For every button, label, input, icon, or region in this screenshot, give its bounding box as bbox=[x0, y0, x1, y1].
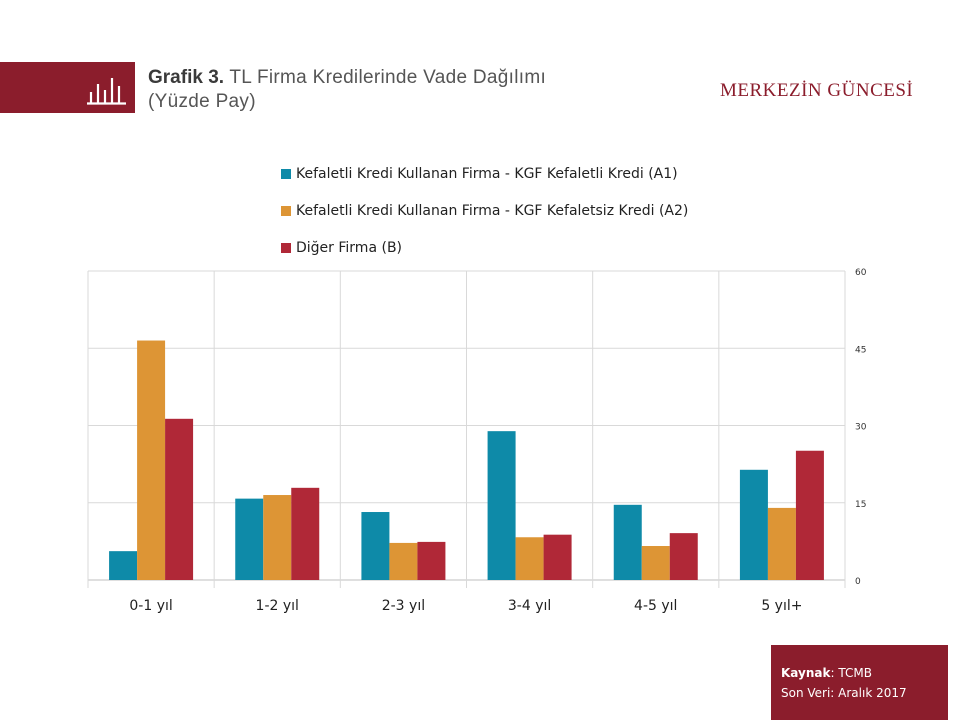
bar-series3-2 bbox=[291, 487, 320, 580]
y-tick-label: 15 bbox=[855, 500, 866, 510]
x-tick-label: 0-1 yıl bbox=[129, 598, 172, 614]
legend-item-a2: Kefaletli Kredi Kullanan Firma - KGF Kef… bbox=[281, 201, 688, 221]
y-tick-label: 0 bbox=[855, 577, 861, 587]
bar-series1-3 bbox=[361, 512, 390, 580]
bar-series3-5 bbox=[669, 533, 698, 580]
source-line: Kaynak: TCMB bbox=[781, 663, 948, 683]
last-data-line: Son Veri: Aralık 2017 bbox=[781, 686, 907, 700]
bar-series3-1 bbox=[165, 418, 194, 580]
bar-series2-6 bbox=[767, 507, 796, 580]
chart-title-line1: TL Firma Kredilerinde Vade Dağılımı bbox=[229, 67, 547, 88]
x-tick-label: 2-3 yıl bbox=[382, 598, 425, 614]
y-tick-label: 30 bbox=[855, 423, 867, 433]
bar-series3-4 bbox=[543, 534, 572, 580]
legend-label-a1: Kefaletli Kredi Kullanan Firma - KGF Kef… bbox=[296, 166, 678, 182]
legend-item-a1: Kefaletli Kredi Kullanan Firma - KGF Kef… bbox=[281, 164, 688, 184]
x-tick-label: 1-2 yıl bbox=[256, 598, 299, 614]
header-band bbox=[0, 62, 135, 113]
source-value: : TCMB bbox=[830, 666, 872, 680]
source-box: Kaynak: TCMB Son Veri: Aralık 2017 bbox=[771, 645, 948, 720]
bar-series2-1 bbox=[137, 340, 166, 580]
x-tick-label: 4-5 yıl bbox=[634, 598, 677, 614]
chart-legend: Kefaletli Kredi Kullanan Firma - KGF Kef… bbox=[281, 164, 688, 275]
legend-swatch-a1 bbox=[281, 169, 291, 179]
bar-series1-6 bbox=[739, 469, 768, 580]
legend-item-b: Diğer Firma (B) bbox=[281, 238, 688, 258]
bar-series1-5 bbox=[613, 504, 642, 580]
bar-series1-1 bbox=[109, 551, 138, 580]
legend-swatch-a2 bbox=[281, 206, 291, 216]
x-tick-label: 5 yıl+ bbox=[761, 598, 802, 614]
bar-series3-3 bbox=[417, 541, 446, 580]
brand-logo-text: MERKEZİN GÜNCESİ bbox=[720, 80, 914, 101]
chart-number-label: Grafik 3. bbox=[148, 67, 225, 88]
bar-series2-5 bbox=[641, 546, 670, 580]
y-tick-label: 60 bbox=[855, 268, 867, 278]
chart-title-line2: (Yüzde Pay) bbox=[148, 91, 256, 112]
legend-label-a2: Kefaletli Kredi Kullanan Firma - KGF Kef… bbox=[296, 203, 689, 219]
y-tick-label: 45 bbox=[855, 345, 866, 355]
source-label: Kaynak bbox=[781, 666, 831, 680]
bar-series1-4 bbox=[487, 431, 516, 580]
x-tick-label: 3-4 yıl bbox=[508, 598, 551, 614]
legend-swatch-b bbox=[281, 243, 291, 253]
bar-series2-2 bbox=[263, 495, 292, 580]
bar-series2-4 bbox=[515, 537, 544, 580]
bar-series2-3 bbox=[389, 542, 418, 580]
bar-series1-2 bbox=[235, 498, 264, 580]
bar-series3-6 bbox=[795, 450, 824, 580]
bar-chart-icon bbox=[87, 78, 126, 105]
chart-title: Grafik 3. TL Firma Kredilerinde Vade Dağ… bbox=[148, 66, 668, 114]
legend-label-b: Diğer Firma (B) bbox=[296, 240, 403, 256]
